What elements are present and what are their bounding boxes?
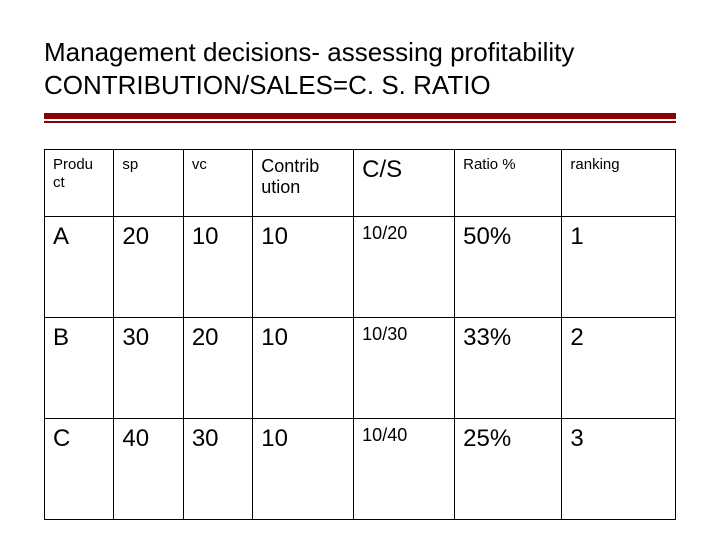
col-ratio: Ratio %	[455, 150, 562, 217]
col-vc: vc	[183, 150, 252, 217]
cell-contribution: 10	[253, 419, 354, 520]
cell-cs: 10/40	[354, 419, 455, 520]
profitability-table: Produ ct sp vc Contrib ution C/S Ratio %…	[44, 149, 676, 520]
cell-contribution: 10	[253, 318, 354, 419]
cell-product: C	[45, 419, 114, 520]
table-row: A 20 10 10 10/20 50% 1	[45, 217, 676, 318]
cell-product: B	[45, 318, 114, 419]
cell-cs: 10/20	[354, 217, 455, 318]
cell-product: A	[45, 217, 114, 318]
table-row: C 40 30 10 10/40 25% 3	[45, 419, 676, 520]
rule-thin	[44, 121, 676, 123]
slide: Management decisions- assessing profitab…	[0, 0, 720, 540]
col-product: Produ ct	[45, 150, 114, 217]
table-row: B 30 20 10 10/30 33% 2	[45, 318, 676, 419]
cell-ratio: 33%	[455, 318, 562, 419]
title-line-2: CONTRIBUTION/SALES=C. S. RATIO	[44, 70, 491, 100]
cell-vc: 20	[183, 318, 252, 419]
table-body: A 20 10 10 10/20 50% 1 B 30 20 10 10/30 …	[45, 217, 676, 520]
col-contribution: Contrib ution	[253, 150, 354, 217]
cell-cs: 10/30	[354, 318, 455, 419]
cell-contribution: 10	[253, 217, 354, 318]
cell-sp: 20	[114, 217, 183, 318]
col-sp: sp	[114, 150, 183, 217]
title-line-1: Management decisions- assessing profitab…	[44, 37, 574, 67]
cell-ratio: 25%	[455, 419, 562, 520]
cell-ranking: 1	[562, 217, 676, 318]
col-cs: C/S	[354, 150, 455, 217]
cell-ranking: 2	[562, 318, 676, 419]
table-header-row: Produ ct sp vc Contrib ution C/S Ratio %…	[45, 150, 676, 217]
rule-thick	[44, 113, 676, 119]
cell-vc: 30	[183, 419, 252, 520]
cell-sp: 40	[114, 419, 183, 520]
slide-title: Management decisions- assessing profitab…	[44, 36, 676, 101]
cell-ratio: 50%	[455, 217, 562, 318]
cell-vc: 10	[183, 217, 252, 318]
col-ranking: ranking	[562, 150, 676, 217]
cell-ranking: 3	[562, 419, 676, 520]
title-rule	[44, 113, 676, 123]
cell-sp: 30	[114, 318, 183, 419]
